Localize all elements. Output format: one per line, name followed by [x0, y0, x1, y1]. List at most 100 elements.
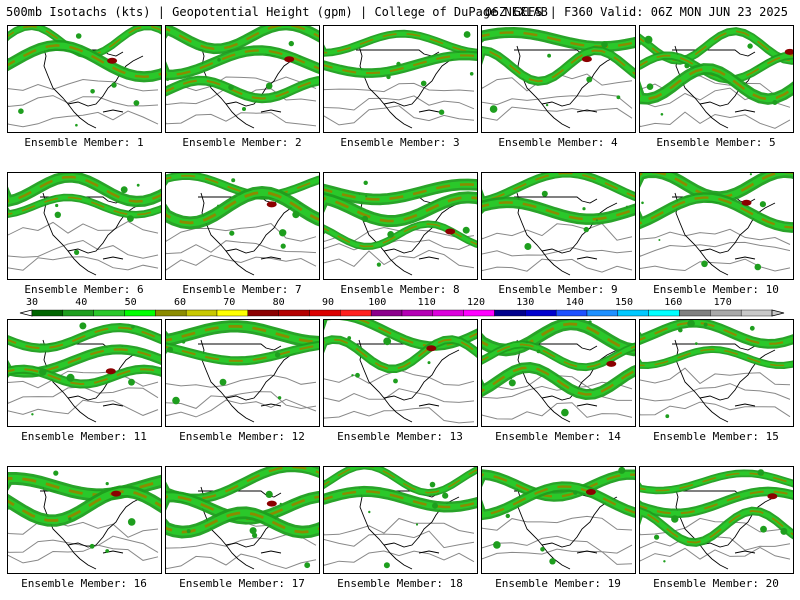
ensemble-map-panel: [639, 319, 794, 427]
map-plot: [482, 320, 635, 423]
colorbar-tick-label: 100: [368, 297, 387, 308]
coastline: [672, 339, 776, 423]
isotach-patch: [646, 83, 654, 90]
height-contour: [482, 402, 633, 420]
isotach-core-80kt: [741, 199, 752, 206]
colorbar-swatch: [370, 309, 403, 317]
isotach-60kt: [166, 49, 319, 77]
isotach-60kt: [166, 495, 319, 521]
isotach-patch: [754, 263, 762, 271]
colorbar-right-arrow: [771, 309, 785, 317]
height-contour: [324, 82, 475, 93]
isotach-patch: [524, 243, 532, 250]
isotach-patch: [111, 82, 117, 88]
isotach-patch: [549, 558, 556, 565]
height-contour: [8, 78, 159, 92]
colorbar-swatch: [710, 309, 742, 317]
isotach-patch: [265, 490, 273, 498]
colorbar-swatch: [124, 309, 156, 317]
isotach-patch: [780, 527, 788, 535]
isotach-patch: [55, 203, 59, 208]
map-plot: [640, 27, 793, 129]
colorbar-swatch: [463, 309, 495, 317]
isotach-patch: [252, 532, 258, 538]
map-plot: [640, 469, 793, 570]
isotach-core-80kt: [767, 493, 778, 500]
isotach-60kt: [324, 32, 477, 54]
colorbar-swatch: [617, 309, 649, 317]
isotach-patch: [383, 337, 392, 346]
isotach-patch: [277, 396, 282, 400]
isotach-patch: [694, 342, 698, 345]
isotach-patch: [90, 89, 95, 94]
ensemble-map-panel: [323, 172, 478, 280]
isotach-60kt: [166, 325, 319, 344]
isotach-60kt: [8, 326, 161, 350]
isotach-patch: [127, 518, 136, 526]
header-run-info: 06Z GEFS | F360 Valid: 06Z MON JUN 23 20…: [484, 5, 788, 19]
isotach-patch: [75, 123, 78, 127]
map-plot: [482, 467, 635, 570]
colorbar-swatch: [155, 309, 187, 317]
map-plot: [8, 322, 161, 423]
isotach-patch: [654, 534, 660, 540]
isotach-patch: [541, 190, 548, 197]
isotach-60kt: [166, 79, 319, 100]
isotach-patch: [136, 183, 140, 187]
isotach-60kt: [324, 223, 477, 248]
ensemble-map-panel: [7, 319, 162, 427]
isotach-patch: [427, 361, 431, 365]
colorbar-swatch: [401, 309, 434, 317]
isotach-60kt: [640, 173, 793, 199]
isotach-patch: [582, 207, 586, 211]
isotach-60kt: [166, 344, 319, 362]
height-contour: [482, 106, 633, 121]
isotach-60kt: [324, 490, 477, 509]
isotach-patch: [133, 100, 140, 106]
isotach-patch: [595, 219, 598, 222]
isotach-patch: [749, 173, 752, 176]
ensemble-map-panel: [323, 319, 478, 427]
isotach-patch: [616, 95, 621, 100]
isotach-patch: [217, 204, 220, 207]
colorbar-swatch: [432, 309, 464, 317]
isotach-core-80kt: [784, 48, 793, 55]
isotach-60kt: [8, 476, 161, 497]
ensemble-map-panel: [639, 25, 794, 133]
isotach-patch: [493, 541, 501, 549]
isotach-patch: [68, 517, 72, 521]
ensemble-member-label: Ensemble Member: 5: [656, 136, 776, 149]
ensemble-member-label: Ensemble Member: 6: [24, 283, 144, 296]
isotach-60kt: [640, 67, 793, 101]
ensemble-map-panel: [323, 25, 478, 133]
map-plot: [8, 470, 161, 570]
isotach-patch: [265, 82, 273, 90]
isotach-60kt: [482, 49, 635, 83]
height-contour: [324, 407, 475, 424]
isotach-patch: [525, 340, 529, 344]
height-contour: [324, 105, 475, 126]
isotach-patch: [105, 549, 110, 553]
isotach-60kt: [8, 26, 161, 56]
isotach-60kt: [482, 343, 635, 369]
height-contour: [640, 383, 791, 402]
colorbar-swatch: [278, 309, 310, 317]
isotach-patch: [31, 413, 34, 416]
isotach-patch: [365, 195, 368, 198]
isotach-60kt: [640, 54, 793, 81]
height-contour: [482, 385, 632, 401]
isotach-patch: [618, 467, 626, 474]
map-plot: [640, 320, 793, 423]
height-contour: [8, 220, 159, 236]
isotach-core-80kt: [266, 201, 277, 208]
isotach-60kt: [640, 490, 793, 515]
isotach-patch: [509, 376, 513, 380]
isotach-patch: [415, 523, 419, 526]
ensemble-member-label: Ensemble Member: 13: [337, 430, 463, 443]
isotach-patch: [641, 201, 644, 205]
isotach-60kt: [482, 31, 635, 48]
colorbar-tick-label: 30: [25, 297, 39, 308]
coastline: [356, 192, 460, 276]
coastline: [514, 45, 618, 129]
isotach-patch: [469, 72, 474, 76]
